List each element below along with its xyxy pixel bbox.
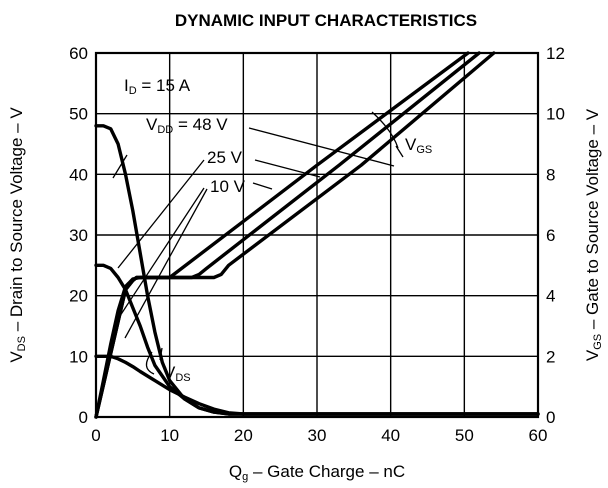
y-right-tick-label: 8	[546, 165, 555, 184]
y-right-tick-label: 12	[546, 44, 565, 63]
y-right-tick-label: 10	[546, 105, 565, 124]
x-tick-label: 30	[308, 426, 327, 445]
chart-title: DYNAMIC INPUT CHARACTERISTICS	[175, 11, 477, 30]
y-left-tick-label: 40	[69, 165, 88, 184]
y-left-tick-label: 20	[69, 287, 88, 306]
y-right-tick-label: 6	[546, 226, 555, 245]
x-tick-label: 10	[160, 426, 179, 445]
vdd48-label: VDD = 48 V	[146, 115, 228, 136]
y-left-tick-labels: 0 10 20 30 40 50 60	[69, 44, 88, 427]
vgs-pointer	[396, 146, 403, 157]
x-tick-label: 50	[455, 426, 474, 445]
id-label: ID = 15 A	[124, 76, 191, 97]
x-tick-label: 20	[234, 426, 253, 445]
vdd10-leader-b	[125, 189, 207, 338]
y-right-tick-label: 0	[546, 408, 555, 427]
vds-label: VDS	[164, 363, 191, 384]
vdd10-leader-a	[116, 188, 204, 322]
y-right-axis-label: VGS – Gate to Source Voltage – V	[583, 108, 604, 361]
y-left-axis-label: VDS – Drain to Source Voltage – V	[7, 107, 28, 363]
vgs-label: VGS	[405, 135, 432, 156]
vdd10-label: 10 V	[210, 177, 246, 196]
vdd25-leader	[118, 160, 204, 268]
y-left-tick-label: 30	[69, 226, 88, 245]
y-right-tick-label: 2	[546, 347, 555, 366]
vdd25-label: 25 V	[207, 148, 243, 167]
x-tick-label: 40	[381, 426, 400, 445]
x-tick-label: 60	[529, 426, 548, 445]
x-tick-labels: 0 10 20 30 40 50 60	[91, 426, 547, 445]
y-left-tick-label: 60	[69, 44, 88, 63]
vdd10-vgs-leader	[253, 183, 272, 189]
y-left-tick-label: 50	[69, 105, 88, 124]
x-axis-label: Qg – Gate Charge – nC	[229, 462, 405, 483]
y-right-tick-label: 4	[546, 287, 555, 306]
x-tick-label: 0	[91, 426, 100, 445]
y-right-tick-labels: 0 2 4 6 8 10 12	[546, 44, 565, 427]
y-left-tick-label: 10	[69, 347, 88, 366]
y-left-tick-label: 0	[79, 408, 88, 427]
